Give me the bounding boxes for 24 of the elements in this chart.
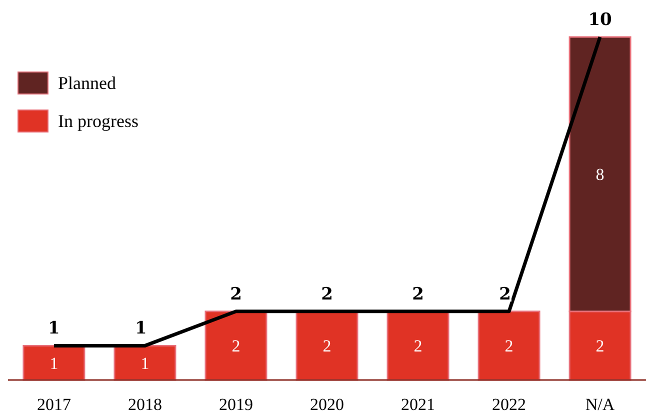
legend-label: In progress [58, 111, 138, 131]
data-label: 2 [321, 284, 333, 304]
x-tick-label: N/A [585, 395, 616, 414]
data-label: 2 [596, 336, 604, 356]
data-label: 10 [588, 10, 612, 30]
legend-label: Planned [58, 73, 116, 93]
data-label: 2 [322, 336, 332, 356]
data-label: 8 [596, 165, 604, 184]
x-tick-label: 2019 [218, 395, 253, 414]
data-label: 2 [414, 336, 422, 356]
data-label: 1 [50, 354, 58, 373]
x-tick-label: 2022 [492, 395, 526, 414]
data-label: 2 [230, 284, 242, 304]
data-label: 2 [499, 284, 511, 304]
x-tick-label: 2021 [401, 395, 436, 414]
x-tick-label: 2017 [36, 395, 72, 414]
x-tick-label: 2020 [310, 395, 344, 414]
x-tick-label: 2018 [128, 395, 162, 414]
data-label: 2 [232, 336, 240, 356]
data-label: 1 [140, 354, 150, 373]
data-label: 2 [412, 284, 424, 304]
data-label: 2 [504, 336, 514, 356]
data-label: 1 [135, 318, 147, 339]
data-label: 1 [48, 318, 60, 339]
